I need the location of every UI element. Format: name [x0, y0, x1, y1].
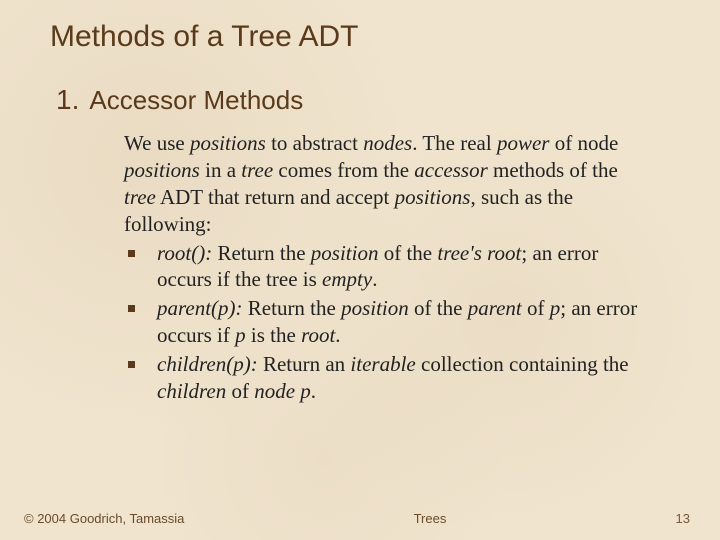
square-bullet-icon [128, 305, 135, 312]
list-item: children(p): Return an iterable collecti… [124, 351, 670, 405]
section-heading: Accessor Methods [89, 85, 303, 116]
footer-title: Trees [184, 511, 675, 526]
intro-paragraph: We use positions to abstract nodes. The … [124, 130, 640, 238]
list-item-text: parent(p): Return the position of the pa… [157, 295, 670, 349]
list-item: parent(p): Return the position of the pa… [124, 295, 670, 349]
footer-page-number: 13 [676, 511, 690, 526]
section-number: 1. [56, 84, 79, 116]
list-item-text: children(p): Return an iterable collecti… [157, 351, 670, 405]
slide: Methods of a Tree ADT 1. Accessor Method… [0, 0, 720, 540]
slide-title: Methods of a Tree ADT [50, 20, 670, 54]
list-item: root(): Return the position of the tree'… [124, 240, 670, 294]
square-bullet-icon [128, 361, 135, 368]
slide-footer: © 2004 Goodrich, Tamassia Trees 13 [0, 511, 720, 526]
footer-copyright: © 2004 Goodrich, Tamassia [24, 511, 184, 526]
bullet-list: root(): Return the position of the tree'… [124, 240, 670, 405]
square-bullet-icon [128, 250, 135, 257]
section-heading-row: 1. Accessor Methods [50, 84, 670, 116]
list-item-text: root(): Return the position of the tree'… [157, 240, 670, 294]
